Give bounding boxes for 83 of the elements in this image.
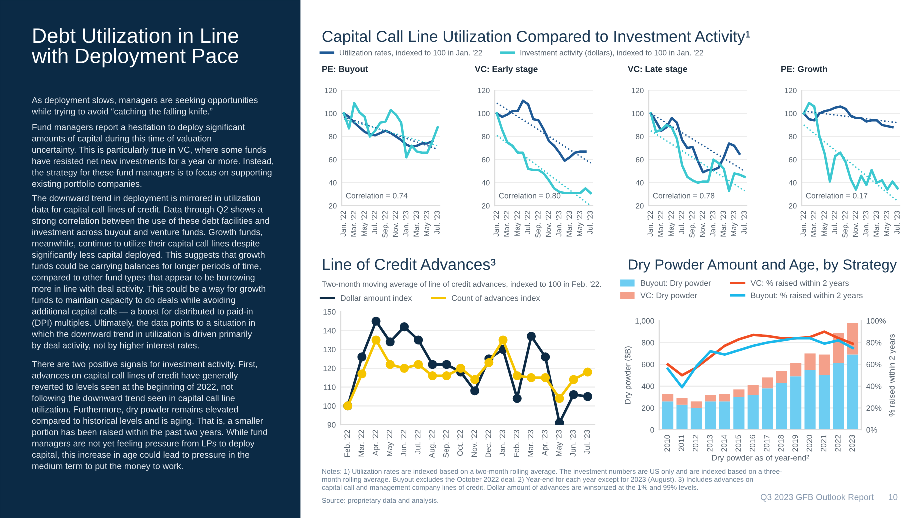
point xyxy=(358,352,367,362)
chart-title: PE: Buyout xyxy=(322,66,368,74)
point xyxy=(541,352,550,362)
bar xyxy=(833,364,844,430)
chart-title: PE: Growth xyxy=(782,66,828,72)
point xyxy=(470,375,480,384)
point xyxy=(583,368,592,377)
point xyxy=(386,360,395,370)
point xyxy=(541,373,550,382)
legend-label: Dollar amount index xyxy=(341,295,412,302)
point xyxy=(400,364,410,374)
bar xyxy=(734,390,745,398)
legend-label: Count of advances index xyxy=(452,295,540,302)
bar xyxy=(748,395,759,430)
bar xyxy=(690,408,702,430)
point xyxy=(372,316,381,326)
point xyxy=(484,358,494,368)
point xyxy=(372,336,381,345)
point xyxy=(428,372,438,381)
point xyxy=(569,390,578,400)
bar xyxy=(705,402,716,430)
bar xyxy=(662,402,674,430)
point xyxy=(470,386,480,396)
bar xyxy=(776,371,788,384)
bar xyxy=(804,370,816,430)
point xyxy=(569,375,578,384)
y2-axis-title: % raised within 2 years xyxy=(889,334,897,417)
point xyxy=(428,360,438,370)
y-axis-title: Dry powder ($B) xyxy=(624,346,632,404)
text: There are two positive signals for investment activity. First, advances on capital call lines of credit have generally reverted to levels seen at the beginning of 2022, not following the downward trend seen in capital call line utilization. Furthermore, dry powder remains elevated compared to historical levels and is aging. That is, a smaller portion has been raised within the past two years. While fund managers are not yet feeling pressure from LPs to deploy capital, this increase in age could lead to pressure in the medium term to put the money to work. xyxy=(32,361,268,472)
bar xyxy=(676,404,688,430)
point xyxy=(442,372,452,381)
bar xyxy=(790,376,802,430)
point xyxy=(442,360,452,370)
bar xyxy=(804,354,816,370)
chart-title: Line of Credit Advances³ xyxy=(323,258,496,270)
legend-label: Buyout: % raised within 2 years xyxy=(751,292,863,300)
text: As deployment slows, managers are seeking opportunities while trying to avoid “catching the falling knife.” xyxy=(32,97,258,116)
legend-label: Buyout: Dry powder xyxy=(641,280,712,288)
point xyxy=(583,392,592,402)
text: 10 xyxy=(889,494,898,500)
bar xyxy=(676,398,688,405)
text: Debt Utilization in Line with Deployment Pace xyxy=(32,28,238,68)
text: Capital Call Line Utilization Compared to Investment Activity¹ xyxy=(322,30,750,46)
bar xyxy=(818,354,830,376)
bar xyxy=(818,376,830,430)
legend-label: VC: % raised within 2 years xyxy=(750,280,849,288)
bar xyxy=(847,354,859,430)
chart-title: VC: Late stage xyxy=(628,66,688,74)
bar xyxy=(719,394,730,402)
point xyxy=(498,336,508,345)
point xyxy=(414,336,424,345)
line-series xyxy=(342,102,440,159)
line-series xyxy=(342,112,434,148)
bar xyxy=(690,402,702,408)
bar xyxy=(776,383,788,430)
text: The downward trend in deployment is mirrored in utilization data for capital call lines of credit. Data through Q2 shows a strong correlation between the use of these debt facilities and investment across buyout and venture funds. Growth funds, meanwhile, continue to utilize their capital call lines despite significantly less capital deployed. This suggests that growth funds could be carrying balances for longer periods of time, compared to other fund types that appear to be borrowing more in line with deal activity. This could be a way for growth funds to maintain capacity to do deals while avoiding additional capital calls — a boost for distributed to paid-in (DPI) multiples. Ultimately, the data points to a situation in which the downward trend in utilization is driven primarily by deal activity, not by higher interest rates. xyxy=(32,195,270,350)
chart-title: Dry Powder Amount and Age, by Strategy xyxy=(629,259,898,273)
chart-title: VC: Early stage xyxy=(475,66,538,74)
point xyxy=(555,394,564,404)
bar xyxy=(790,364,802,377)
point xyxy=(456,364,466,374)
bar xyxy=(762,388,774,430)
bar xyxy=(719,402,730,430)
x-axis-title: Dry powder as of year-end² xyxy=(712,454,810,462)
bar xyxy=(662,394,674,402)
point xyxy=(400,322,410,332)
text: Q3 2023 GFB Outlook Report xyxy=(760,494,874,502)
line-series xyxy=(666,337,854,389)
text: Fund managers report a hesitation to deploy significant amounts of capital during this time of valuation uncertainty. This is particularly true in VC, where some funds have resisted net new investments for a year or more. Instead, the strategy for these fund managers is to focus on supporting existing portfolio companies. xyxy=(32,124,274,189)
point xyxy=(358,370,367,379)
point xyxy=(512,372,522,381)
point xyxy=(526,332,536,341)
bar xyxy=(762,378,774,389)
point xyxy=(414,360,424,370)
legend-label: VC: Dry powder xyxy=(640,292,698,300)
point xyxy=(512,394,522,404)
bar xyxy=(705,395,716,402)
bar xyxy=(734,397,745,430)
point xyxy=(526,373,536,382)
line-series xyxy=(650,112,746,192)
bar xyxy=(748,385,759,396)
point xyxy=(386,338,395,347)
